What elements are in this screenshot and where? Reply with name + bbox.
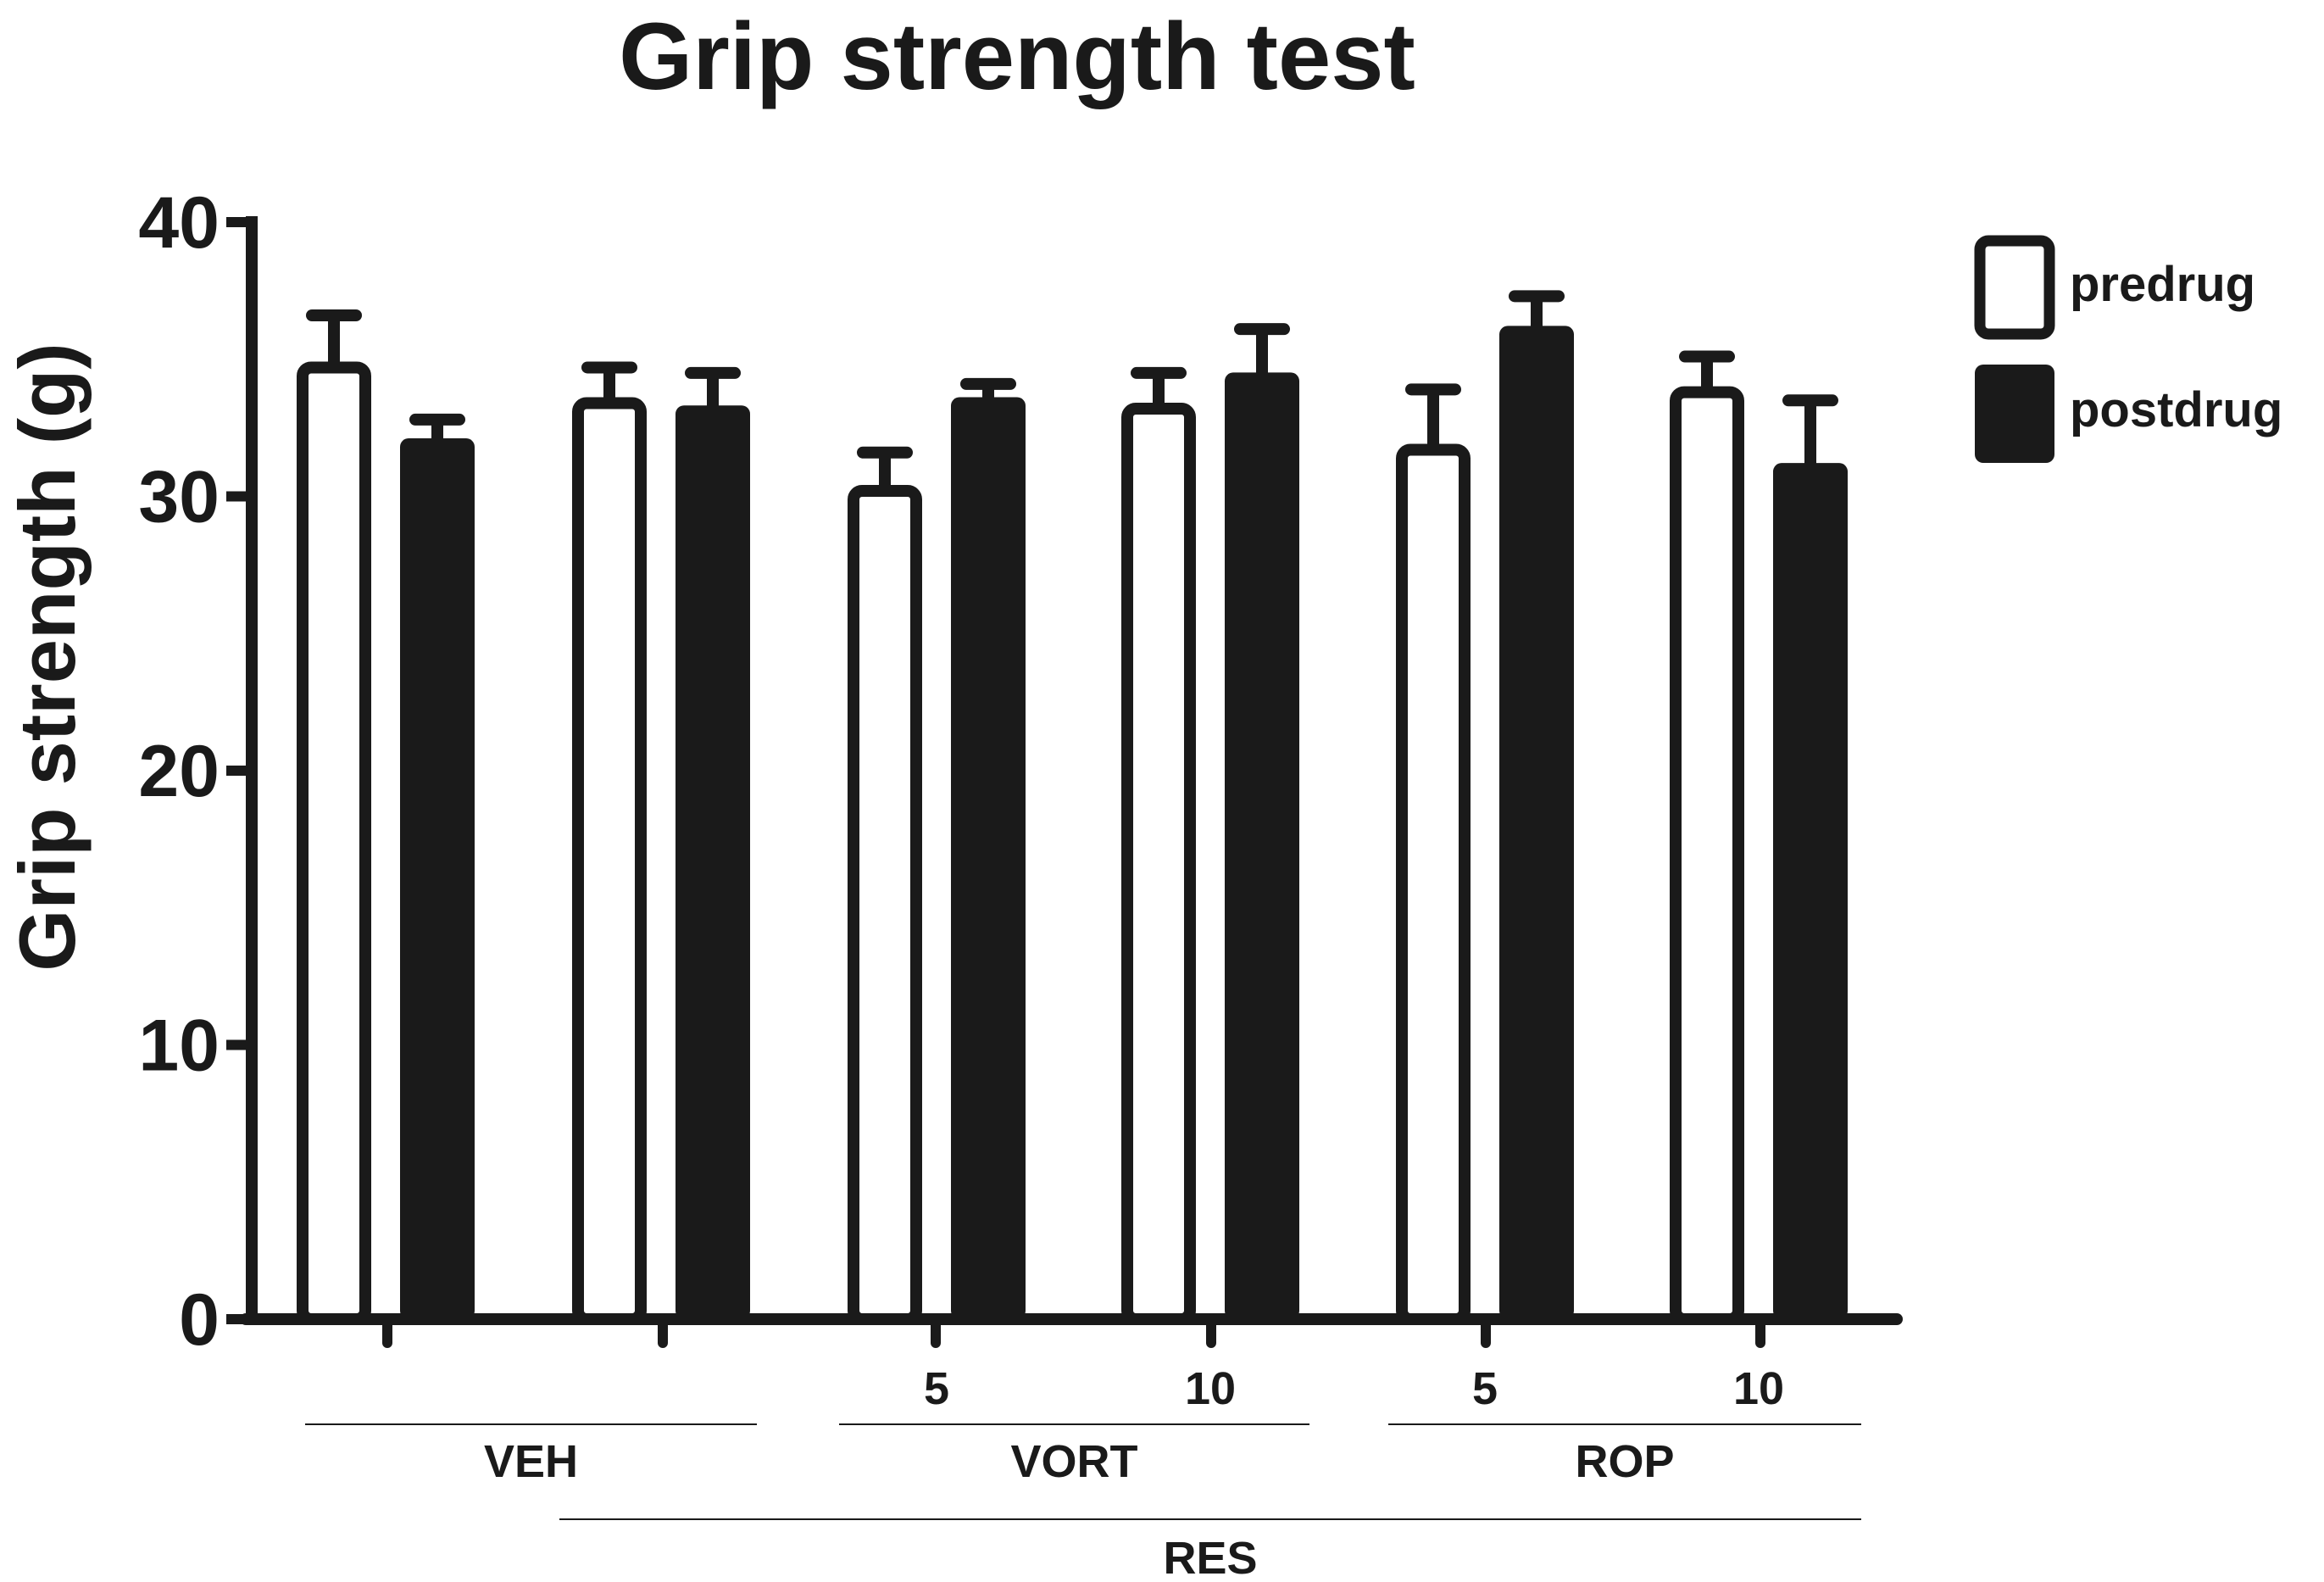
dose-label-4: 5: [1472, 1363, 1498, 1414]
bar-postdrug-3: [1225, 372, 1299, 1319]
group-label-rop: ROP: [1575, 1436, 1674, 1487]
dose-label-5: 10: [1733, 1363, 1784, 1414]
labels-layer: 0 10 20 30 40 5 10 5 10 VEH VORT ROP RES: [138, 182, 1784, 1582]
bar-predrug-0: [297, 361, 371, 1326]
bar-postdrug-1: [676, 405, 750, 1320]
bar-predrug-1: [572, 397, 647, 1325]
y-axis-title: Grip strength (g): [3, 343, 92, 972]
chart-title: Grip strength test: [619, 3, 1415, 109]
bar-postdrug-0: [400, 438, 475, 1320]
y-tick-label-20: 20: [138, 731, 220, 812]
bars-layer: [297, 290, 1848, 1326]
y-tick-label-0: 0: [179, 1279, 220, 1361]
bar-predrug-2: [848, 485, 922, 1325]
dose-label-3: 10: [1185, 1363, 1236, 1414]
legend-swatch-postdrug: [1975, 365, 2054, 463]
group-label-veh: VEH: [484, 1436, 578, 1487]
bar-predrug-4: [1396, 443, 1471, 1325]
bar-predrug-3: [1121, 402, 1196, 1326]
group-label-res: RES: [1163, 1533, 1257, 1582]
y-tick-label-40: 40: [138, 182, 220, 264]
bar-postdrug-2: [951, 397, 1026, 1319]
legend-label-predrug: predrug: [2070, 257, 2255, 312]
bar-predrug-5: [1670, 386, 1744, 1326]
axes-layer: [226, 216, 1903, 1520]
legend-swatch-predrug: [1974, 235, 2055, 340]
y-tick-label-10: 10: [138, 1005, 220, 1087]
group-label-vort: VORT: [1010, 1436, 1137, 1487]
dose-label-2: 5: [924, 1363, 949, 1414]
bar-postdrug-4: [1499, 326, 1574, 1319]
bar-postdrug-5: [1773, 463, 1848, 1319]
y-tick-label-30: 30: [138, 457, 220, 538]
legend: predrug postdrug: [1974, 235, 2282, 463]
legend-label-postdrug: postdrug: [2070, 382, 2282, 437]
